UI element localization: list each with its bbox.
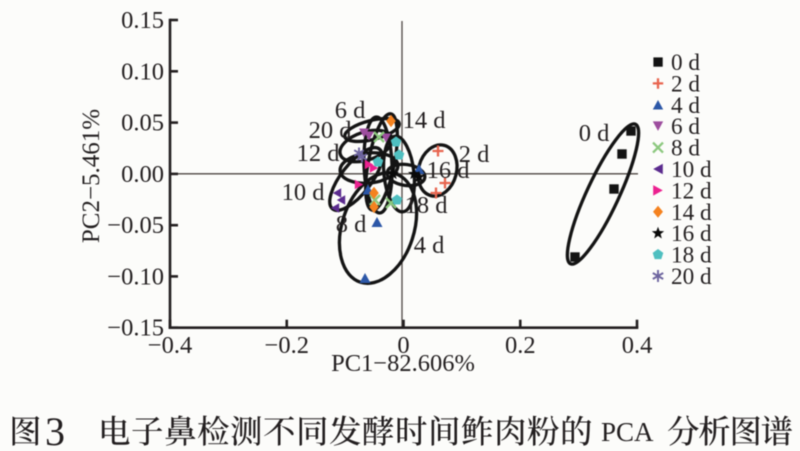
- svg-text:0 d: 0 d: [671, 50, 700, 76]
- svg-text:16 d: 16 d: [671, 221, 712, 247]
- svg-text:4 d: 4 d: [414, 232, 445, 259]
- svg-text:0: 0: [397, 332, 409, 359]
- svg-text:12 d: 12 d: [671, 178, 712, 204]
- svg-text:14 d: 14 d: [671, 200, 712, 226]
- svg-text:0.15: 0.15: [121, 7, 164, 34]
- svg-text:14 d: 14 d: [403, 107, 446, 134]
- svg-text:2 d: 2 d: [459, 141, 490, 168]
- svg-text:4 d: 4 d: [671, 93, 700, 119]
- svg-text:3: 3: [45, 409, 65, 451]
- svg-text:−0.10: −0.10: [107, 263, 164, 290]
- svg-text:−0.4: −0.4: [148, 332, 192, 359]
- svg-text:0.00: 0.00: [121, 161, 164, 188]
- svg-text:20 d: 20 d: [309, 117, 352, 144]
- svg-text:16 d: 16 d: [427, 157, 470, 184]
- svg-text:10 d: 10 d: [282, 179, 325, 206]
- svg-text:0.05: 0.05: [121, 110, 164, 137]
- svg-text:0.2: 0.2: [505, 332, 536, 359]
- svg-text:10 d: 10 d: [671, 157, 712, 183]
- svg-text:−0.2: −0.2: [265, 332, 309, 359]
- svg-text:6 d: 6 d: [335, 97, 366, 124]
- svg-text:0.4: 0.4: [622, 332, 653, 359]
- svg-text:6 d: 6 d: [671, 114, 700, 140]
- svg-text:12 d: 12 d: [297, 140, 340, 167]
- svg-text:20 d: 20 d: [671, 264, 712, 290]
- svg-text:−0.05: −0.05: [107, 212, 164, 239]
- svg-text:8 d: 8 d: [336, 211, 367, 238]
- svg-text:0 d: 0 d: [579, 120, 610, 147]
- svg-text:PC2−5.461%: PC2−5.461%: [78, 109, 105, 243]
- svg-text:2 d: 2 d: [671, 71, 700, 97]
- svg-text:PCA: PCA: [601, 417, 654, 447]
- svg-text:0.10: 0.10: [121, 58, 164, 85]
- svg-text:PC1−82.606%: PC1−82.606%: [331, 350, 475, 377]
- svg-text:18 d: 18 d: [671, 243, 712, 269]
- svg-text:−0.15: −0.15: [107, 315, 164, 342]
- svg-text:18 d: 18 d: [405, 192, 448, 219]
- svg-text:8 d: 8 d: [671, 136, 700, 162]
